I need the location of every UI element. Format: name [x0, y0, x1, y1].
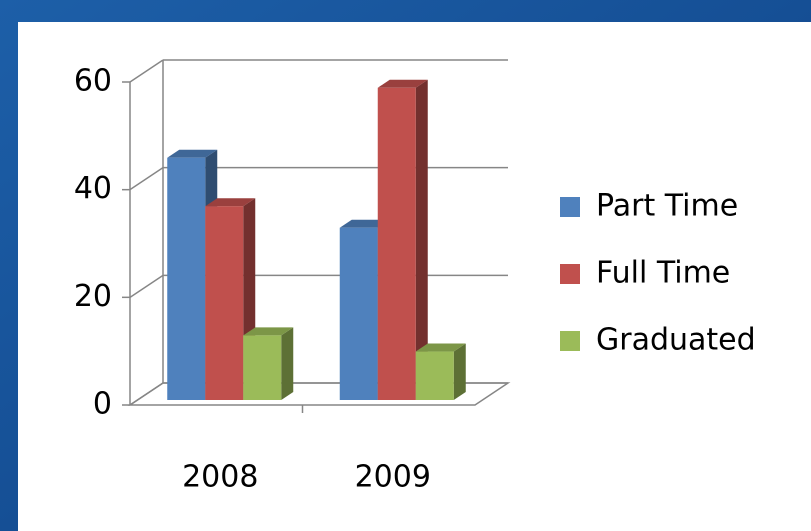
bar-side: [453, 343, 466, 400]
y-tick-label: 60: [74, 64, 112, 99]
x-tick-label: 2008: [182, 460, 258, 495]
legend-swatch: [560, 264, 580, 284]
legend-swatch: [560, 197, 580, 217]
grid-line: [129, 382, 164, 406]
y-tick-label: 20: [74, 279, 112, 314]
bar-top: [339, 219, 390, 228]
bar-side: [415, 79, 428, 401]
bar: [339, 227, 378, 400]
bar-top: [167, 149, 218, 158]
bar: [377, 87, 416, 401]
grid-line: [129, 274, 164, 298]
legend-label: Part Time: [596, 189, 738, 224]
x-tick-label: 2009: [355, 460, 431, 495]
bar-top: [377, 79, 428, 88]
bar-top: [205, 198, 256, 207]
bar-side: [281, 327, 294, 400]
grid-line: [129, 59, 164, 83]
bar: [205, 206, 244, 400]
y-tick-label: 0: [93, 387, 112, 422]
bar: [243, 335, 282, 400]
legend-label: Graduated: [596, 323, 756, 358]
y-tick-label: 40: [74, 171, 112, 206]
bar-top: [415, 343, 466, 352]
legend-label: Full Time: [596, 256, 730, 291]
bar: [415, 351, 454, 400]
legend-swatch: [560, 331, 580, 351]
bar-top: [243, 327, 294, 336]
bar: [167, 157, 206, 400]
grid-line: [129, 167, 164, 191]
